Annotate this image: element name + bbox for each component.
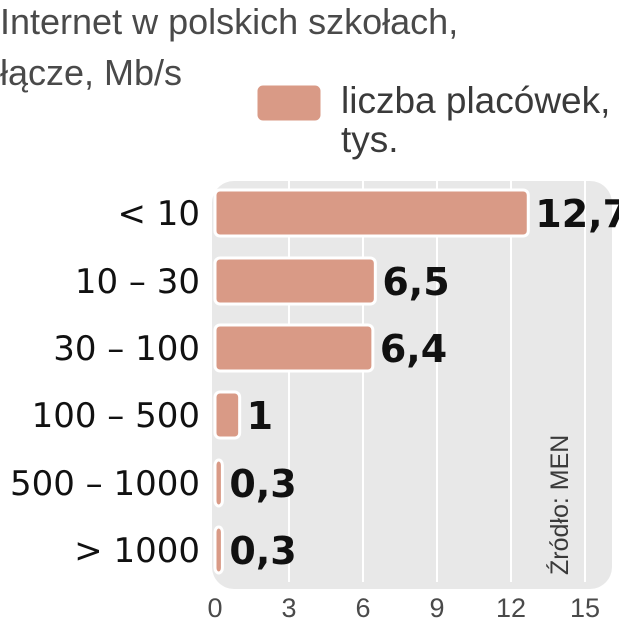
category-labels: < 10 10 – 30 30 – 100 100 – 500 500 – 1000 > … bbox=[10, 194, 200, 571]
value-label: 1 bbox=[247, 394, 273, 438]
x-tick-label: 3 bbox=[281, 593, 296, 623]
grid-lines bbox=[288, 181, 586, 582]
chart-title-line-1: Internet w polskich szkołach, bbox=[0, 1, 458, 42]
x-tick-label: 6 bbox=[355, 593, 370, 623]
value-label: 12,7 bbox=[535, 192, 619, 236]
bar bbox=[213, 525, 224, 575]
source-note: Źródło: MEN bbox=[545, 435, 574, 575]
legend-label-line-2: tys. bbox=[341, 119, 399, 160]
legend: liczba placówek, tys. bbox=[254, 80, 610, 160]
bar bbox=[213, 458, 224, 508]
bar bbox=[213, 323, 375, 373]
bar bbox=[213, 188, 530, 238]
category-label: 30 – 100 bbox=[53, 329, 200, 369]
x-tick-label: 9 bbox=[429, 593, 444, 623]
x-tick-label: 15 bbox=[570, 593, 600, 623]
value-label: 6,5 bbox=[382, 260, 449, 304]
x-axis-ticks: 0 3 6 9 12 15 bbox=[207, 593, 600, 623]
category-label: < 10 bbox=[117, 194, 200, 234]
category-label: 500 – 1000 bbox=[10, 464, 200, 504]
category-label: 100 – 500 bbox=[32, 396, 200, 436]
x-tick-label: 12 bbox=[496, 593, 526, 623]
category-label: 10 – 30 bbox=[75, 262, 200, 302]
bar bbox=[213, 256, 377, 306]
category-label: > 1000 bbox=[74, 531, 200, 571]
bar bbox=[213, 390, 242, 440]
bars bbox=[213, 188, 530, 575]
x-tick-label: 0 bbox=[207, 593, 222, 623]
chart-title-line-2: łącze, Mb/s bbox=[0, 52, 182, 93]
legend-swatch bbox=[254, 82, 324, 124]
value-label: 6,4 bbox=[380, 327, 447, 371]
legend-label-line-1: liczba placówek, bbox=[341, 80, 610, 121]
value-label: 0,3 bbox=[229, 529, 296, 573]
value-labels: 12,7 6,5 6,4 1 0,3 0,3 bbox=[229, 192, 619, 573]
value-label: 0,3 bbox=[229, 462, 296, 506]
